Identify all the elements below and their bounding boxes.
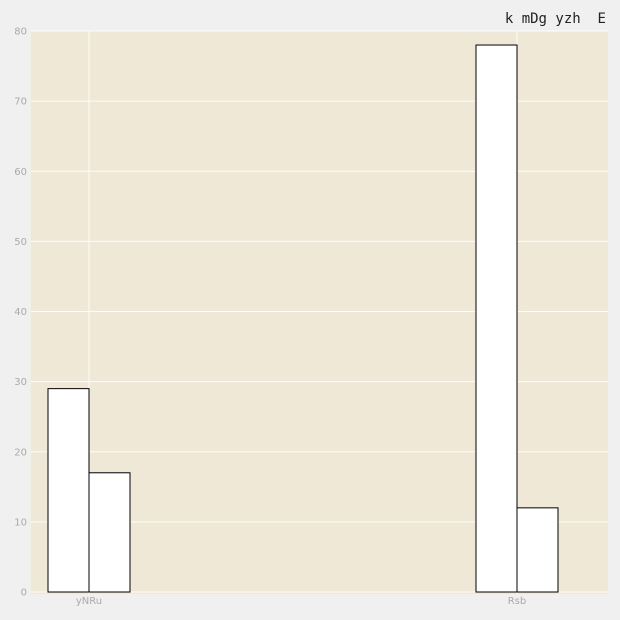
bars	[47, 44, 559, 593]
y-tick-label-10: 10	[14, 517, 27, 528]
bar-1-0	[475, 44, 518, 593]
y-axis-ticks: 0 10 20 30 40 50 60 70 80	[14, 27, 27, 599]
x-tick-label-0: yNRu	[76, 596, 102, 607]
y-tick-label-0: 0	[21, 588, 27, 599]
y-tick-label-40: 40	[14, 307, 27, 318]
y-tick-label-30: 30	[14, 377, 27, 388]
y-tick-label-80: 80	[14, 27, 27, 38]
bar-1-1	[516, 507, 559, 593]
x-axis-ticks: yNRu Rsb	[76, 596, 526, 607]
x-tick-label-1: Rsb	[508, 596, 527, 607]
y-tick-label-20: 20	[14, 447, 27, 458]
bar-0-1	[88, 472, 131, 593]
y-tick-label-60: 60	[14, 167, 27, 178]
bar-0-0	[47, 388, 90, 593]
y-tick-label-70: 70	[14, 97, 27, 108]
chart-title: k mDg yzh E	[505, 11, 606, 27]
y-tick-label-50: 50	[14, 237, 27, 248]
